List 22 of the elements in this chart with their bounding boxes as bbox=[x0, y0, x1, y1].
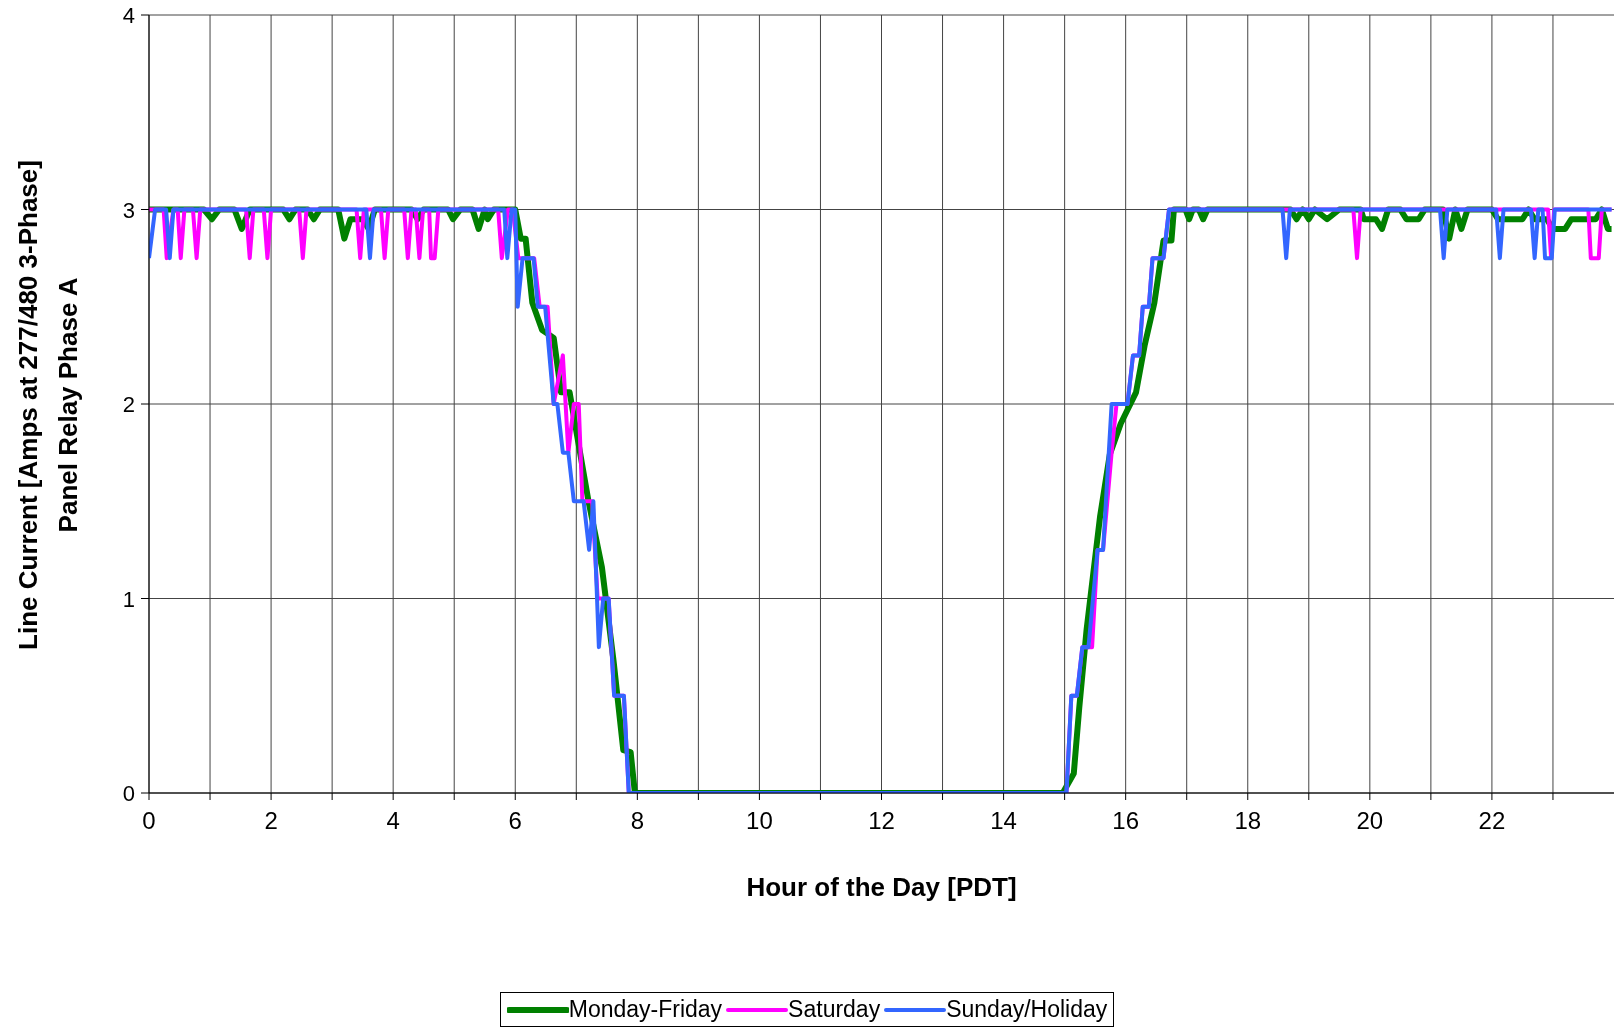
x-tick-label: 6 bbox=[508, 807, 522, 834]
x-tick-label: 4 bbox=[386, 807, 400, 834]
y-tick-label: 1 bbox=[122, 586, 135, 612]
x-tick-label: 0 bbox=[142, 807, 156, 834]
y-tick-label: 2 bbox=[122, 392, 135, 417]
legend-label: Saturday bbox=[788, 996, 881, 1023]
legend-label: Sunday/Holiday bbox=[946, 996, 1108, 1023]
x-tick-label: 8 bbox=[630, 807, 645, 834]
x-axis-title: Hour of the Day [PDT] bbox=[745, 872, 1018, 903]
x-tick-label: 20 bbox=[1356, 807, 1384, 834]
y-tick-label: 3 bbox=[122, 197, 135, 223]
x-tick-label: 10 bbox=[746, 807, 773, 834]
legend-label: Monday-Friday bbox=[568, 996, 723, 1023]
y-axis-title: Line Current [Amps at 277/480 3-Phase] Panel Relay Phase A bbox=[12, 159, 84, 652]
x-tick-label: 22 bbox=[1478, 807, 1506, 834]
y-tick-label: 4 bbox=[122, 3, 135, 28]
x-tick-label: 16 bbox=[1112, 807, 1140, 834]
x-tick-label: 12 bbox=[868, 807, 895, 834]
x-tick-label: 18 bbox=[1234, 807, 1262, 834]
x-tick-label: 14 bbox=[990, 807, 1017, 834]
y-tick-label: 0 bbox=[122, 781, 135, 806]
x-tick-label: 2 bbox=[264, 807, 278, 834]
